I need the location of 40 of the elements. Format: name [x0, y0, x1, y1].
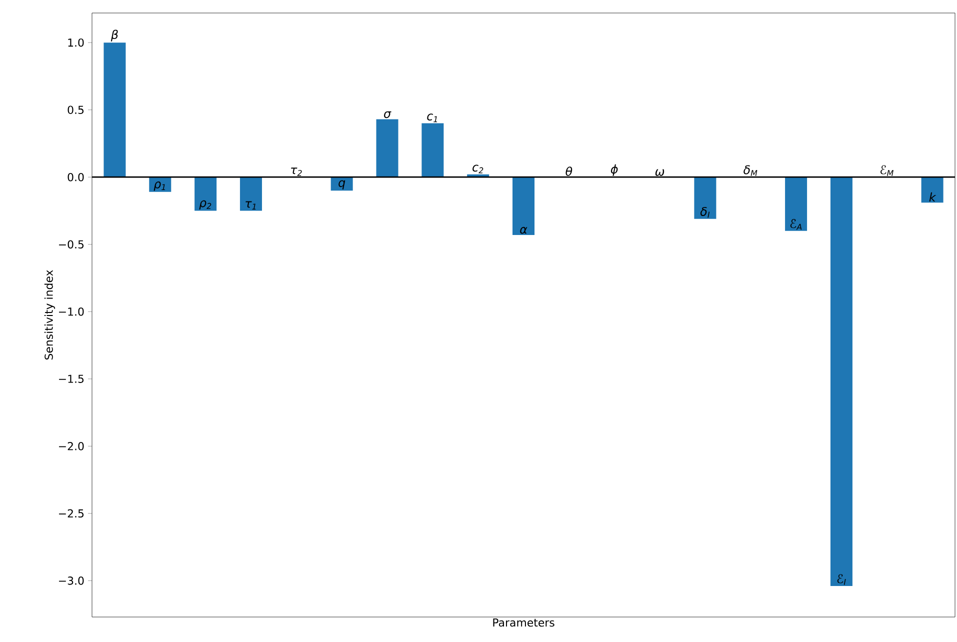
y-tick-label: −2.0 — [59, 442, 84, 450]
x-tick-label: τ$_{2}$ — [291, 168, 302, 176]
y-tick-label: 1.0 — [68, 38, 84, 47]
x-tick-label: c$_{1}$ — [427, 114, 438, 122]
bar — [921, 177, 944, 203]
x-tick-label: τ$_{1}$ — [246, 201, 256, 210]
bar — [376, 119, 398, 178]
x-axis-title: Parameters — [493, 618, 554, 627]
x-tick-label: ω — [655, 169, 664, 176]
x-tick-label: ρ$_{1}$ — [154, 182, 165, 191]
y-tick-label: −1.0 — [59, 308, 84, 316]
x-tick-label: q — [338, 180, 346, 190]
y-tick-label: −3.0 — [59, 576, 84, 585]
y-tick-label: −1.5 — [59, 374, 84, 383]
x-tick-label: ℰ$_{A}$ — [790, 219, 802, 230]
bar — [422, 123, 444, 178]
y-tick-label: 0.5 — [68, 106, 84, 114]
y-tick-label: −0.5 — [59, 240, 84, 249]
bar — [240, 177, 262, 211]
bar — [785, 177, 808, 231]
x-tick-label: β — [110, 30, 118, 42]
x-tick-label: ϕ — [610, 164, 618, 176]
x-tick-label: α — [520, 226, 528, 234]
x-tick-label: k — [929, 192, 936, 202]
x-tick-label: ℰ$_{I}$ — [837, 574, 846, 585]
y-axis-title: Sensitivity index — [44, 270, 56, 360]
x-tick-label: c$_{2}$ — [472, 164, 484, 174]
y-tick-label: 0.0 — [68, 172, 84, 182]
bar — [104, 42, 126, 178]
x-tick-label: θ — [566, 166, 572, 176]
bar — [194, 177, 217, 211]
x-tick-label: ρ$_{2}$ — [199, 200, 212, 210]
y-tick-label: −2.5 — [59, 509, 84, 518]
x-tick-label: δ$_{I}$ — [700, 206, 710, 218]
bar — [830, 177, 852, 586]
bar — [512, 177, 535, 235]
bar — [694, 177, 716, 219]
x-tick-label: δ$_{M}$ — [744, 165, 758, 176]
x-tick-label: σ — [384, 111, 392, 118]
x-tick-label: ℰ$_{M}$ — [880, 165, 894, 176]
